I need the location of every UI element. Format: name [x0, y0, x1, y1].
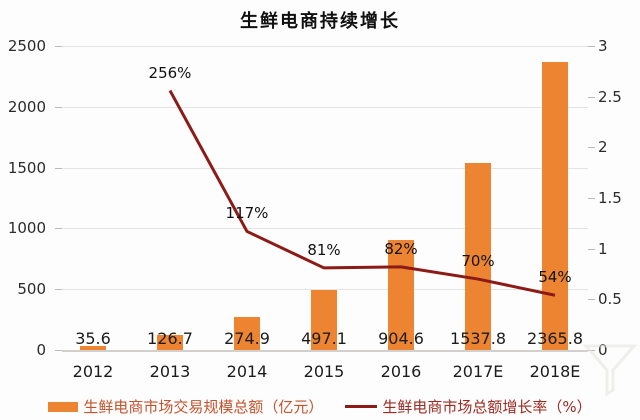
bar-value-label: 274.9	[224, 329, 270, 348]
right-axis-tick-label: 3	[598, 37, 608, 55]
bar-value-label: 904.6	[378, 329, 424, 348]
left-axis-tick	[55, 350, 62, 351]
left-axis-tick	[55, 289, 62, 291]
x-axis-tick-label: 2015	[303, 362, 345, 381]
right-axis-tick	[588, 248, 595, 250]
left-axis-tick	[55, 46, 62, 47]
x-axis-tick-label: 2016	[380, 362, 422, 381]
growth-rate-label: 117%	[225, 204, 269, 223]
gridline	[62, 167, 588, 169]
bar-value-label: 35.6	[75, 329, 111, 348]
left-axis-tick-label: 2000	[7, 97, 46, 116]
bar-value-label: 2365.8	[527, 329, 583, 348]
bar-value-label: 126.7	[147, 329, 193, 348]
gridline	[62, 228, 588, 230]
right-axis-tick-label: 2	[598, 138, 608, 157]
left-axis-tick-label: 1000	[7, 219, 46, 238]
right-axis-tick-label: 1.5	[598, 189, 622, 207]
right-axis-tick	[588, 147, 595, 149]
watermark-shape	[582, 344, 638, 397]
legend: 生鲜电商市场交易规模总额（亿元） 生鲜电商市场总额增长率（%）	[0, 396, 640, 417]
right-axis-tick-label: 0	[598, 341, 608, 359]
line-series-swatch-icon	[345, 405, 378, 408]
right-axis-tick-label: 0.5	[598, 290, 622, 309]
left-axis-tick	[55, 228, 62, 230]
growth-rate-label: 70%	[461, 252, 495, 271]
right-axis-tick	[588, 198, 595, 199]
legend-item-line-series: 生鲜电商市场总额增长率（%）	[345, 396, 592, 417]
growth-rate-label: 81%	[307, 240, 341, 259]
growth-rate-line	[168, 89, 556, 297]
gridline	[62, 106, 588, 108]
left-axis-tick-label: 500	[17, 280, 46, 299]
right-axis-tick	[588, 96, 595, 98]
growth-rate-label: 82%	[384, 239, 418, 258]
bar	[465, 163, 491, 350]
bar	[234, 316, 260, 350]
x-axis-tick-label: 2017E	[452, 362, 504, 381]
left-axis-tick	[55, 106, 62, 108]
left-axis-tick-label: 0	[36, 341, 46, 359]
left-axis-tick	[55, 167, 62, 169]
left-axis-tick-label: 1500	[7, 158, 46, 177]
right-axis-tick	[588, 299, 595, 301]
plot-area	[62, 46, 588, 352]
right-axis-tick-label: 2.5	[598, 87, 622, 106]
growth-rate-label: 54%	[538, 268, 572, 287]
bar-series-swatch-icon	[48, 401, 79, 412]
bar	[311, 289, 337, 350]
legend-line-label: 生鲜电商市场总额增长率（%）	[382, 398, 592, 416]
legend-bar-label: 生鲜电商市场交易规模总额（亿元）	[83, 398, 324, 416]
chart-title: 生鲜电商持续增长	[240, 11, 400, 32]
x-axis-tick-label: 2018E	[529, 362, 581, 381]
legend-item-bar-series: 生鲜电商市场交易规模总额（亿元）	[48, 396, 323, 417]
right-axis-tick	[588, 46, 595, 47]
gridline	[62, 46, 588, 47]
bar	[542, 62, 568, 350]
x-axis-tick-label: 2014	[226, 362, 268, 381]
x-axis-tick-label: 2012	[72, 362, 114, 381]
bar	[80, 345, 106, 350]
x-axis-tick-label: 2013	[149, 362, 191, 381]
right-axis-tick-label: 1	[598, 239, 608, 258]
bar	[388, 240, 414, 350]
bar-value-label: 497.1	[301, 329, 347, 348]
bar-value-label: 1537.8	[450, 329, 506, 348]
left-axis-tick-label: 2500	[7, 37, 46, 55]
growth-rate-label: 256%	[148, 63, 192, 82]
bar	[157, 334, 183, 350]
